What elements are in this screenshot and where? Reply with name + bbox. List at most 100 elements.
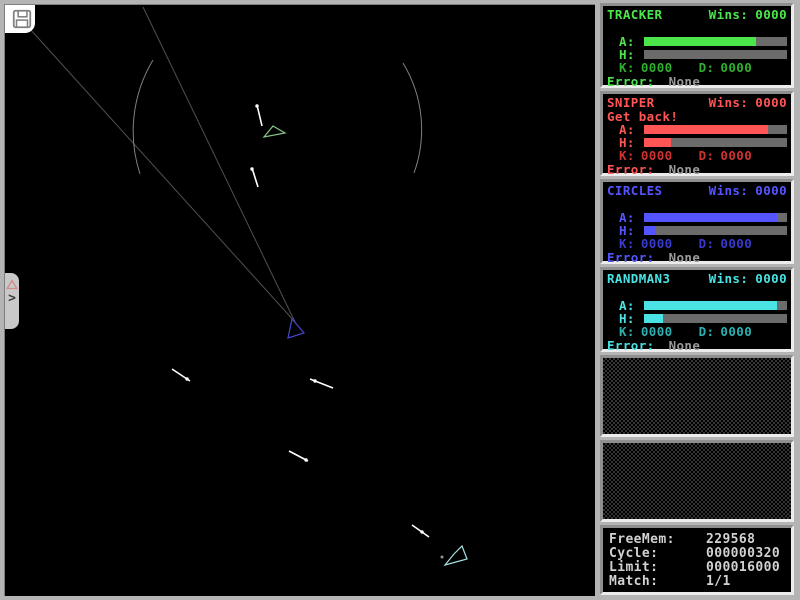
kills-label: K: xyxy=(619,236,635,251)
missile-head xyxy=(185,377,189,381)
deaths-value: 0000 xyxy=(720,236,753,251)
deaths-value: 0000 xyxy=(720,60,753,75)
empty-slot-panel xyxy=(600,355,794,437)
deaths-value: 0000 xyxy=(720,324,753,339)
stats-row: Match: 1/1 xyxy=(609,575,785,589)
stats-label: FreeMem: xyxy=(609,532,675,547)
robot-message: Get back! xyxy=(607,109,679,124)
error-row: Error: None xyxy=(607,163,787,176)
armor-bar-fill xyxy=(644,37,756,46)
deaths-value: 0000 xyxy=(720,148,753,163)
chevron-right-icon: > xyxy=(8,291,16,306)
scan-beam-line xyxy=(29,28,296,323)
error-row: Error: None xyxy=(607,75,787,88)
missile-head xyxy=(304,458,308,462)
robot-name: CIRCLES xyxy=(607,183,663,198)
stats-value: 229568 xyxy=(706,532,756,547)
missile-head xyxy=(250,167,254,171)
armor-bar xyxy=(644,125,787,134)
heat-label: H: xyxy=(619,47,635,62)
error-label: Error: xyxy=(607,250,655,265)
error-value: None xyxy=(668,74,701,89)
stats-value: 000000320 xyxy=(706,546,781,561)
armor-bar xyxy=(644,37,787,46)
arena-canvas xyxy=(29,6,468,567)
error-value: None xyxy=(668,162,701,177)
wins-label: Wins: xyxy=(708,183,749,198)
wins-label: Wins: xyxy=(708,271,749,286)
scan-arc xyxy=(132,59,154,175)
heat-bar xyxy=(644,50,787,59)
kills-deaths-row: K: 0000 D: 0000 xyxy=(607,237,787,251)
wins-value: 0000 xyxy=(755,183,787,198)
armor-bar-fill xyxy=(644,301,777,310)
kills-deaths-row: K: 0000 D: 0000 xyxy=(607,61,787,75)
empty-slot-panel xyxy=(600,440,794,522)
status-sidebar: TRACKER Wins: 0000 A: H: K: 0000 D: 0000 Err… xyxy=(600,0,797,600)
sidebar-toggle-tab[interactable]: > xyxy=(5,273,19,329)
robot-name: TRACKER xyxy=(607,7,663,22)
stats-row: Cycle: 000000320 xyxy=(609,547,785,561)
deaths-label: D: xyxy=(698,236,715,251)
kills-label: K: xyxy=(619,324,635,339)
armor-bar xyxy=(644,213,787,222)
heat-bar xyxy=(644,226,787,235)
armor-label: A: xyxy=(619,122,635,137)
robot-panel-sniper: SNIPER Wins: 0000 Get back! A: H: K: 0000 D… xyxy=(600,91,794,176)
error-row: Error: None xyxy=(607,339,787,352)
error-value: None xyxy=(668,250,701,265)
missile-head xyxy=(313,379,317,383)
heat-bar-fill xyxy=(644,138,672,147)
stats-row: FreeMem: 229568 xyxy=(609,533,785,547)
heat-bar-fill xyxy=(644,226,656,235)
wins-label: Wins: xyxy=(708,95,749,110)
game-arena: > xyxy=(4,4,595,596)
error-value: None xyxy=(668,338,701,353)
kills-label: K: xyxy=(619,148,635,163)
robot-name: RANDMAN3 xyxy=(607,271,671,286)
floppy-disk-icon xyxy=(12,9,31,29)
heat-label: H: xyxy=(619,223,635,238)
error-label: Error: xyxy=(607,162,655,177)
missile-trail xyxy=(251,167,259,188)
wins-counter: Wins: 0000 xyxy=(709,184,787,198)
robot-name: SNIPER xyxy=(607,95,655,110)
robot-triangle-icon xyxy=(6,279,18,290)
scan-arc xyxy=(402,62,423,174)
stats-label: Match: xyxy=(609,574,659,589)
wins-counter: Wins: 0000 xyxy=(709,8,787,22)
kills-value: 0000 xyxy=(640,148,673,163)
stats-value: 000016000 xyxy=(706,560,781,575)
wins-counter: Wins: 0000 xyxy=(709,272,787,286)
stats-label: Cycle: xyxy=(609,546,659,561)
robot-panel-list: TRACKER Wins: 0000 A: H: K: 0000 D: 0000 Err… xyxy=(600,3,797,352)
robot-panel-randman3: RANDMAN3 Wins: 0000 A: H: K: 0000 D: 0000 Er… xyxy=(600,267,794,352)
debris-dot xyxy=(440,555,444,559)
stats-row: Limit: 000016000 xyxy=(609,561,785,575)
cyan-robot xyxy=(443,544,468,567)
heat-bar xyxy=(644,138,787,147)
stats-label: Limit: xyxy=(609,560,659,575)
deaths-label: D: xyxy=(698,148,715,163)
missile-trail xyxy=(256,104,263,127)
save-button[interactable] xyxy=(5,5,35,33)
armor-label: A: xyxy=(619,298,635,313)
robot-panel-circles: CIRCLES Wins: 0000 A: H: K: 0000 D: 0000 Err… xyxy=(600,179,794,264)
deaths-label: D: xyxy=(698,60,715,75)
blue-robot xyxy=(287,317,306,339)
heat-label: H: xyxy=(619,135,635,150)
deaths-label: D: xyxy=(698,324,715,339)
wins-label: Wins: xyxy=(708,7,749,22)
armor-bar-fill xyxy=(644,213,777,222)
green-robot xyxy=(262,125,287,138)
missile-trail xyxy=(411,524,430,538)
wins-value: 0000 xyxy=(755,7,787,22)
scan-beam-line xyxy=(142,6,296,323)
missile-head xyxy=(255,104,259,108)
kills-value: 0000 xyxy=(640,60,673,75)
stats-value: 1/1 xyxy=(706,574,731,589)
error-row: Error: None xyxy=(607,251,787,264)
kills-value: 0000 xyxy=(640,236,673,251)
kills-deaths-row: K: 0000 D: 0000 xyxy=(607,325,787,339)
missile-head xyxy=(420,530,424,534)
